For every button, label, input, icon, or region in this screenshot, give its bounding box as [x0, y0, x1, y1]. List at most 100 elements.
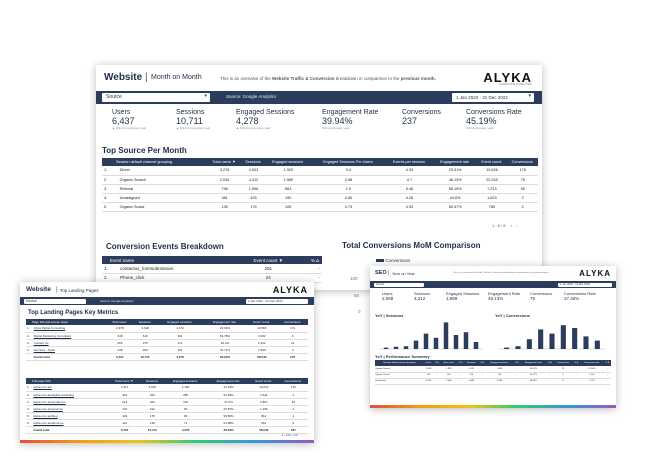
col-header[interactable]: % Δ	[514, 362, 519, 364]
col-header[interactable]: Total users ▼	[115, 379, 134, 383]
col-header[interactable]: Sessions	[245, 160, 261, 164]
col-header[interactable]: Conversions	[284, 379, 302, 383]
table-cell: Organic Social	[119, 204, 145, 209]
col-header[interactable]: Conversions	[283, 320, 301, 324]
table-row[interactable]: 1. Direct 3,276 4,503 1,329 0.4 4.34 29.31% 19,5…	[102, 166, 538, 175]
table-row[interactable]: 1. Alyka Digital Consulting 2,478 3,618 1,17…	[26, 325, 308, 332]
bar	[549, 333, 555, 349]
col-header[interactable]: Events per session	[392, 160, 425, 164]
table-row[interactable]: 4. Unassigned 381 426 190 0.56 4.28 44.6% 1,823 2	[102, 193, 538, 202]
seo-date-picker[interactable]: 1 Jan 2022 - 31 Dec 2022	[558, 282, 612, 287]
table-cell: 426	[250, 195, 257, 200]
date-range-picker[interactable]: 1 Jan 2022 - 31 Dec 2022 ▾	[452, 93, 534, 102]
table-cell: 375	[142, 340, 148, 345]
table-cell: 46.13%	[529, 367, 538, 370]
col-header[interactable]: Sessions	[466, 362, 476, 364]
col-header[interactable]: Engagement rate	[440, 160, 470, 164]
table-cell: 213	[122, 399, 128, 404]
table-cell: 2	[521, 204, 524, 209]
col-header[interactable]: Engaged Sessions Per Users	[323, 160, 373, 164]
table-cell: 4,278	[181, 427, 190, 432]
table-row[interactable]: Organic Social 145 - 140 - 176 - 106 - 60.57% - 2 - 1…	[375, 372, 611, 378]
chevron-left-icon[interactable]: ‹	[510, 223, 513, 228]
col-header[interactable]: % Δ	[310, 257, 319, 263]
col-header[interactable]: Engaged sessions	[172, 379, 198, 383]
seo-source-dropdown[interactable]: Source	[374, 282, 424, 287]
col-header[interactable]: Event count ▼	[253, 257, 284, 263]
col-header[interactable]: Conversions	[511, 160, 533, 164]
chevron-left-icon[interactable]: ‹	[301, 433, 303, 437]
chevron-right-icon[interactable]: ›	[305, 433, 306, 437]
table-cell: -	[575, 367, 577, 370]
col-header[interactable]: % Δ	[434, 362, 439, 364]
table-cell: contactus_formsubmission	[120, 265, 174, 271]
table-row[interactable]: 3. Referral 736 1,596 863 1.9 5.48 58.15% 7,213 5…	[102, 184, 538, 193]
col-header[interactable]: Users	[425, 362, 432, 364]
col-header[interactable]: Engaged sessions	[272, 160, 304, 164]
col-header[interactable]: Engaged sessions	[167, 320, 192, 324]
col-header[interactable]: Page title and screen class	[32, 320, 68, 324]
table-row[interactable]: 4. alyka.com.au/services 170 212 93 43.87% 1,1…	[26, 405, 308, 412]
col-header[interactable]: % Δ	[574, 362, 579, 364]
col-header[interactable]: Event count	[481, 160, 502, 164]
table-row[interactable]: 2. Digital Marketing Consultant 348 616 331 5…	[26, 332, 308, 339]
seo-kpi-sessions: Sessions 4,312	[414, 291, 431, 301]
landing-date-picker[interactable]: 1 Jan 2022 - 31 Dec 2022	[246, 298, 308, 304]
table-row[interactable]: 2. alyka.com.au/digital-marketing 313 544 28…	[26, 391, 308, 398]
conversion-events-table: Event name Event count ▼ % Δ 1. contactus…	[102, 256, 322, 283]
col-header[interactable]: Engagement rate	[524, 362, 542, 364]
table-row[interactable]: Grand total 6,437 10,711 4,278 39.94% 58,540 2…	[26, 353, 308, 360]
table-row[interactable]: Organic Search 2,058 - 1,928 - 4,312 - 1,989 - 46…	[375, 366, 611, 372]
table-row[interactable]: 6. alyka.com.au/about-us 112 139 71 51.08% 661…	[26, 419, 308, 426]
col-header[interactable]: Event name	[110, 257, 135, 263]
col-header[interactable]: Engagement rate	[213, 320, 237, 324]
table-cell: 5.48	[405, 186, 414, 191]
table-cell: -	[549, 380, 551, 382]
seo-perf-title: YoY | Performance Summary	[375, 354, 430, 359]
table-row[interactable]: 5. alyka.com.au/blog 143 178 90 50.56% 812 1	[26, 412, 308, 419]
table-row[interactable]: Grand total 2,203 - 2,068 - 4,488 - 2,095 - 46.68…	[375, 378, 611, 384]
col-header[interactable]: Sessions	[145, 379, 158, 383]
table-cell: alyka.com.au/blog	[33, 413, 58, 418]
chevron-right-icon[interactable]: ›	[516, 223, 518, 228]
col-header[interactable]: % Δ	[480, 362, 485, 364]
table-row[interactable]: 5. Organic Social 145 176 106 0.73 4.93 60.57% 7…	[102, 202, 538, 211]
table-row[interactable]: 1. contactus_formsubmission 201 -	[102, 264, 322, 273]
table-cell: 1,100	[181, 385, 190, 390]
col-header[interactable]: % Δ	[605, 362, 610, 364]
device-filter-dropdown[interactable]: Device	[24, 298, 86, 304]
col-header[interactable]: Engagement rate	[216, 379, 240, 383]
table-row[interactable]: 1. alyka.com.au/2,417 3,533 1,100 31.13% 13,2…	[26, 384, 308, 391]
top-source-table: Session default channel grouping Total u…	[102, 158, 538, 212]
table-row[interactable]: 2. Organic Search 2,030 4,312 1,989 0.98 4.7 46…	[102, 175, 538, 184]
col-header[interactable]: New users	[443, 362, 454, 364]
col-header[interactable]: Event count	[255, 379, 272, 383]
col-header[interactable]: Event count	[253, 320, 270, 324]
col-header[interactable]: % Δ	[547, 362, 552, 364]
col-header[interactable]: Session default channel grouping	[383, 362, 416, 364]
table-cell: 58,540	[259, 427, 269, 432]
col-header[interactable]: Sessions	[138, 320, 151, 324]
table-row[interactable]: 4. Services - Alyka 248 293 131 44.71% 1,530 2	[26, 346, 308, 353]
table-cell: 4.	[27, 406, 30, 411]
col-header[interactable]: Conversion rate	[584, 362, 600, 364]
table-row[interactable]: 2. Phone_click 24 -	[102, 273, 322, 282]
col-header[interactable]: Full page URL	[32, 379, 52, 383]
col-header[interactable]: % Δ	[458, 362, 463, 364]
table-header-row: Full page URL Total users ▼ Sessions Eng…	[26, 378, 308, 384]
table-row[interactable]: 3. alyka.com.au/contact-us 213 322 152 47.2% 1…	[26, 398, 308, 405]
table-cell: -	[549, 367, 551, 370]
table-cell: 381	[221, 195, 228, 200]
col-header[interactable]: Engaged sessions	[490, 362, 509, 364]
col-header[interactable]: Total users	[112, 320, 127, 324]
table-cell: 145	[221, 204, 228, 209]
table-row[interactable]: Grand total 6,437 10,711 4,278 39.94% 58,540 2…	[26, 426, 308, 433]
col-header[interactable]: Session default channel grouping	[116, 160, 173, 164]
table-row[interactable]: 3. Contact Us 265 375 174 46.4% 2,124 21	[26, 339, 308, 346]
mom-legend: Conversions	[376, 258, 410, 263]
source-filter-dropdown[interactable]: Source ▾	[102, 93, 210, 102]
col-header[interactable]: Conversions	[556, 362, 570, 364]
table-cell: 20,245	[486, 177, 498, 182]
table-cell: 170	[122, 406, 128, 411]
col-header[interactable]: Total users ▼	[212, 160, 236, 164]
